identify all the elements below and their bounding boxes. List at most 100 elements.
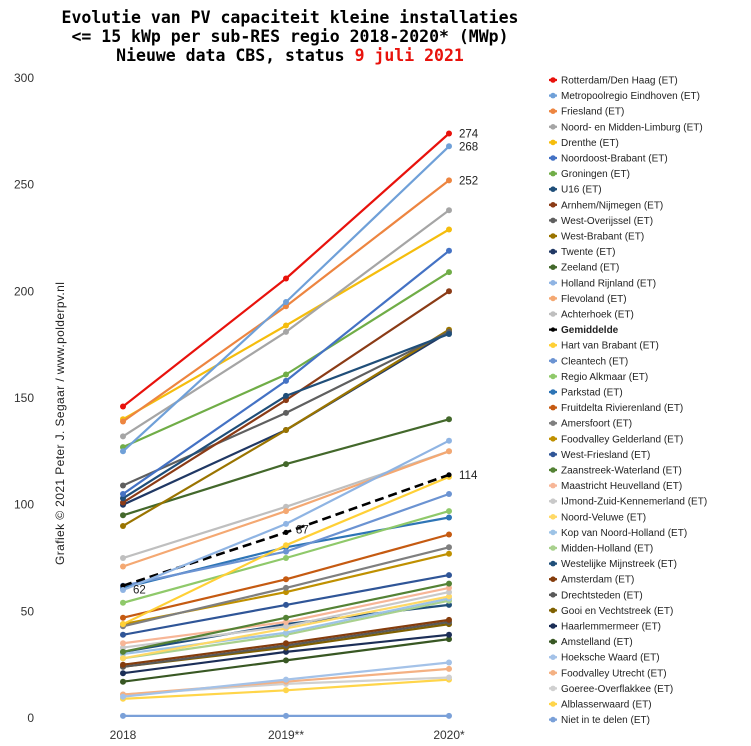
legend-item: IJmond-Zuid-Kennemerland (ET) <box>549 497 707 508</box>
series-line <box>122 132 450 408</box>
data-point <box>446 665 452 672</box>
series-0 <box>120 130 452 410</box>
legend-swatch-marker <box>550 77 556 83</box>
legend-label: Amsterdam (ET) <box>561 575 634 586</box>
series-1 <box>120 143 452 455</box>
legend-item: Rotterdam/Den Haag (ET) <box>549 76 678 87</box>
legend-item: Gemiddelde <box>549 325 619 336</box>
data-point <box>446 616 452 623</box>
legend-swatch-marker <box>550 545 556 551</box>
series-9 <box>120 328 452 489</box>
title-line-2: <= 15 kWp per sub-RES regio 2018-2020* (… <box>71 27 509 46</box>
data-point <box>120 563 126 570</box>
legend-swatch-marker <box>550 373 556 380</box>
data-point <box>446 508 452 515</box>
legend-item: Kop van Noord-Holland (ET) <box>549 528 687 539</box>
data-point <box>120 614 126 621</box>
series-36 <box>120 636 452 685</box>
legend-item: West-Brabant (ET) <box>549 232 644 243</box>
legend-label: Alblasserwaard (ET) <box>561 700 652 711</box>
legend-item: Alblasserwaard (ET) <box>549 700 652 711</box>
legend-label: Amstelland (ET) <box>561 637 633 648</box>
data-point <box>446 143 452 150</box>
data-point <box>446 472 452 478</box>
series-line <box>122 145 450 453</box>
legend-item: Drenthe (ET) <box>549 138 619 149</box>
series-32 <box>120 616 452 668</box>
legend-item: Drechtsteden (ET) <box>549 590 643 601</box>
series-8 <box>120 288 452 506</box>
series-24 <box>120 572 452 638</box>
title-status-date: 9 juli 2021 <box>354 46 464 65</box>
data-point <box>446 130 452 137</box>
legend-label: Amersfoort (ET) <box>561 419 632 430</box>
y-tick-label: 300 <box>14 71 34 85</box>
legend-label: Zeeland (ET) <box>561 263 619 274</box>
data-point <box>446 572 452 579</box>
data-point <box>120 523 126 529</box>
data-point <box>283 648 289 655</box>
data-point <box>283 409 289 416</box>
data-point <box>283 640 289 647</box>
legend-swatch-marker <box>550 124 556 130</box>
data-point <box>283 657 289 664</box>
legend-label: Foodvalley Gelderland (ET) <box>561 434 683 445</box>
end-value-label: 114 <box>459 470 478 482</box>
data-point <box>120 599 126 606</box>
data-point <box>120 403 126 410</box>
legend-swatch-marker <box>550 685 556 692</box>
series-13 <box>120 437 452 593</box>
data-point <box>283 614 289 621</box>
data-point <box>120 655 126 662</box>
legend-item: Flevoland (ET) <box>549 294 627 305</box>
data-point <box>283 576 289 583</box>
data-point <box>283 601 289 608</box>
mid-value-label: 87 <box>296 524 309 536</box>
data-point <box>446 601 452 608</box>
y-tick-label: 100 <box>14 498 34 512</box>
legend-swatch-marker <box>550 248 556 255</box>
data-point <box>120 418 126 425</box>
data-point <box>283 619 289 625</box>
legend-item: Parkstad (ET) <box>549 388 623 399</box>
credit-text: Grafiek © 2021 Peter J. Segaar / www.pol… <box>53 282 67 565</box>
legend-item: Arnhem/Nijmegen (ET) <box>549 200 663 211</box>
legend-label: Gooi en Vechtstreek (ET) <box>561 606 673 617</box>
x-tick-label: 2019** <box>268 728 304 742</box>
legend-item: Midden-Holland (ET) <box>549 544 653 555</box>
data-point <box>120 512 126 519</box>
legend-label: Fruitdelta Rivierenland (ET) <box>561 403 683 414</box>
legend-swatch-marker <box>550 716 556 723</box>
data-point <box>283 275 289 282</box>
title-line-3-prefix: Nieuwe data CBS, status <box>116 46 355 65</box>
end-value-label: 268 <box>459 141 478 153</box>
legend-item: U16 (ET) <box>549 185 602 196</box>
legend-swatch-marker <box>550 280 556 286</box>
data-point <box>120 631 126 638</box>
series-7 <box>120 331 452 502</box>
data-point <box>283 623 289 630</box>
data-point <box>446 631 452 638</box>
data-point <box>446 207 452 214</box>
data-point <box>120 648 126 655</box>
legend-label: Noordoost-Brabant (ET) <box>561 154 668 165</box>
series-6 <box>120 269 452 451</box>
legend-item: Noordoost-Brabant (ET) <box>549 154 668 165</box>
legend-label: Hart van Brabant (ET) <box>561 341 659 352</box>
data-point <box>283 584 289 591</box>
data-point <box>446 580 452 587</box>
legend-label: Holland Rijnland (ET) <box>561 278 656 289</box>
legend-item: West-Overijssel (ET) <box>549 216 653 227</box>
data-point <box>446 674 452 681</box>
series-26 <box>120 584 452 647</box>
data-point <box>120 644 126 651</box>
data-point <box>283 687 289 694</box>
data-point <box>283 503 289 510</box>
legend-swatch-marker <box>550 576 556 582</box>
legend-item: Noord-Veluwe (ET) <box>549 512 646 523</box>
y-tick-label: 50 <box>21 604 35 618</box>
legend-item: Friesland (ET) <box>549 107 624 118</box>
data-point <box>446 247 452 254</box>
